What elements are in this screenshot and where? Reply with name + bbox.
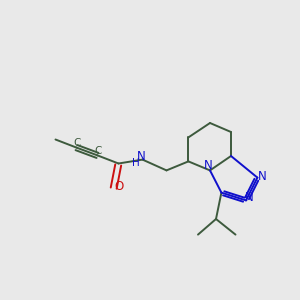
Text: N: N [245,191,254,204]
Text: O: O [115,180,124,193]
Text: N: N [257,170,266,184]
Text: N: N [204,159,213,172]
Text: C: C [74,138,81,148]
Text: C: C [94,146,102,156]
Text: H: H [132,158,140,168]
Text: N: N [136,149,146,163]
